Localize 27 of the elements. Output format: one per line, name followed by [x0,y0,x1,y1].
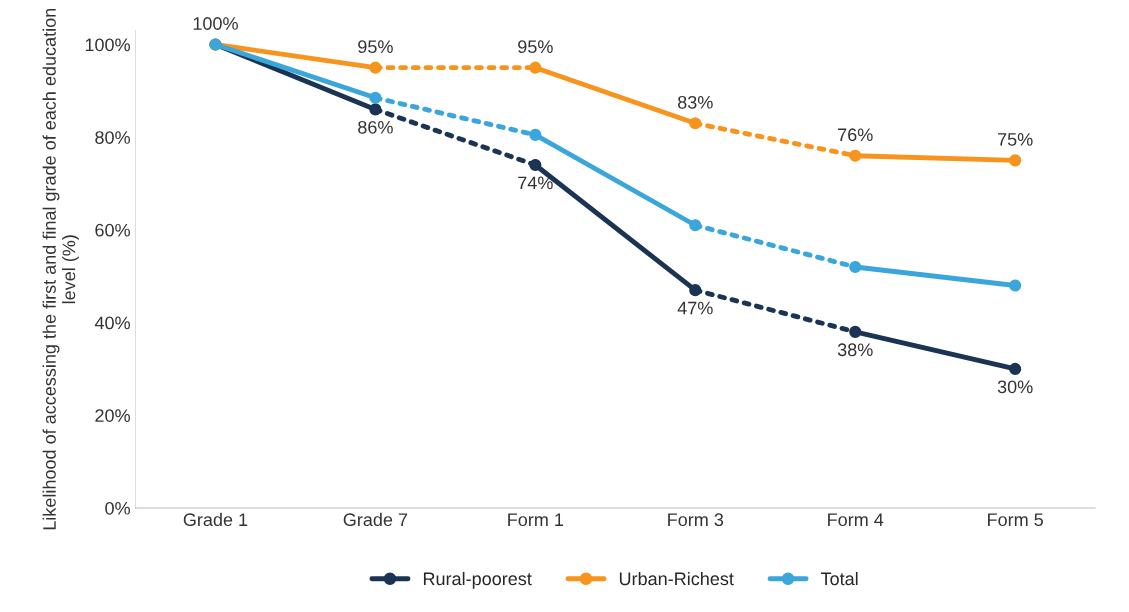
x-tick-label: Form 5 [988,513,1043,527]
y-tick-label: 0% [105,501,130,515]
data-label: 74% [518,176,553,190]
y-tick-label: 100% [85,38,130,52]
legend-label: Rural-poorest [423,571,532,589]
data-label: 30% [997,380,1033,394]
y-tick-label: 40% [94,316,130,330]
data-label: 75% [998,133,1033,146]
y-axis-title: Likelihood of accessing the first and final grade of each education level (%) [42,8,79,530]
data-label: 86% [358,120,393,134]
x-tick-label: Form 1 [508,513,564,527]
data-label: 76% [838,128,873,142]
y-tick-label: 80% [95,131,130,144]
data-label: 95% [518,40,553,54]
data-label: 95% [358,40,393,54]
legend-label: Total [820,571,858,586]
data-label: 83% [677,95,713,109]
data-label: 100% [193,17,238,30]
data-label: 47% [677,301,713,315]
y-tick-label: 60% [95,223,130,237]
x-tick-label: Form 3 [668,513,724,527]
data-label: 38% [837,343,873,357]
x-tick-label: Grade 1 [183,512,248,527]
legend-label: Urban-Richest [619,571,734,586]
y-tick-label: 20% [95,409,130,422]
x-tick-label: Form 4 [828,513,884,527]
x-tick-label: Grade 7 [343,512,408,527]
